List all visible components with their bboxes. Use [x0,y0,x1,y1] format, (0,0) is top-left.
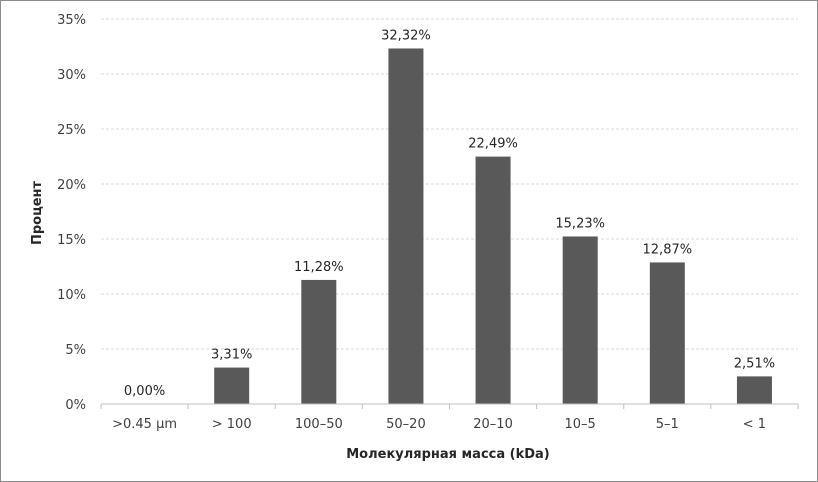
x-tick-label: 20–10 [473,417,513,432]
bars [214,48,772,404]
bar [475,156,511,404]
bar [214,367,250,404]
data-label: 32,32% [381,28,431,43]
y-tick-label: 15% [57,233,86,248]
data-labels: 0,00% 3,31% 11,28% 32,32% 22,49% 15,23% 12,87%… [124,28,775,399]
bar [388,48,424,404]
x-tick-label: 5–1 [656,417,679,432]
y-tick-label: 20% [57,178,86,193]
y-tick-label: 0% [65,398,86,413]
y-tick-label: 5% [65,343,86,358]
y-tick-label: 10% [57,288,86,303]
x-tick-label: 10–5 [565,417,596,432]
data-label: 12,87% [643,242,693,257]
data-label: 15,23% [555,216,605,231]
bar [649,262,685,404]
data-label: 11,28% [294,260,344,275]
bar [301,279,337,404]
y-axis-title: Процент [30,180,45,245]
data-label: 2,51% [734,356,775,371]
data-label: 22,49% [468,137,518,152]
data-label: 3,31% [211,348,252,363]
data-label: 0,00% [124,384,165,399]
x-axis-tick-labels: >0.45 µm > 100 100–50 50–20 20–10 10–5 5–1 < 1 [100,404,799,432]
y-axis-tick-labels: 0% 5% 10% 15% 20% 25% 30% 35% [57,13,86,413]
gridlines [101,18,798,350]
bar [562,236,598,404]
y-tick-label: 25% [57,123,86,138]
x-tick-label: < 1 [743,417,766,432]
y-tick-label: 35% [57,13,86,28]
bar [736,376,772,404]
y-tick-label: 30% [57,68,86,83]
x-tick-label: >0.45 µm [112,417,177,432]
x-tick-label: > 100 [212,417,252,432]
x-tick-label: 100–50 [295,417,343,432]
x-axis-title: Молекулярная масса (kDa) [346,447,550,462]
x-tick-label: 50–20 [386,417,426,432]
